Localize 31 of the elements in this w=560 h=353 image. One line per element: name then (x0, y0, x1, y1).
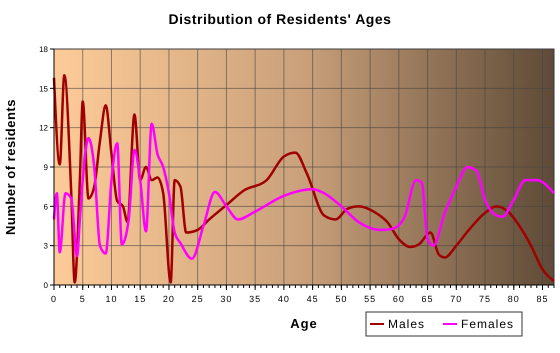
x-tick-label: 10 (105, 294, 118, 304)
x-tick-label: 85 (536, 294, 549, 304)
legend-label: Females (461, 317, 514, 331)
x-tick-label: 30 (220, 294, 232, 304)
x-tick-label: 70 (450, 294, 462, 304)
y-axis-title: Number of residents (3, 99, 18, 235)
x-tick-label: 20 (162, 294, 175, 304)
x-tick-label: 15 (134, 294, 146, 304)
y-tick-label: 18 (39, 45, 49, 54)
x-tick-label: 45 (306, 294, 319, 304)
x-axis-title: Age (290, 316, 318, 331)
x-tick-label: 55 (364, 294, 376, 304)
x-tick-label: 25 (192, 294, 204, 304)
x-tick-label: 75 (479, 294, 492, 304)
line-series (52, 122, 556, 260)
y-tick-label: 15 (39, 84, 49, 94)
y-tick-label: 9 (44, 163, 49, 172)
x-tick-label: 80 (508, 294, 520, 304)
y-tick-label: 12 (39, 124, 49, 133)
y-tick-label: 6 (44, 202, 49, 212)
x-tick-label: 40 (278, 294, 290, 304)
legend-label: Males (388, 317, 426, 331)
chart-title: Distribution of Residents' Ages (168, 11, 392, 27)
x-tick-label: 0 (50, 294, 58, 304)
x-tick-label: 65 (422, 294, 434, 304)
x-tick-label: 5 (80, 294, 86, 304)
y-tick-label: 0 (44, 281, 49, 290)
x-tick-label: 60 (392, 294, 405, 304)
x-tick-label: 50 (335, 294, 348, 304)
x-tick-label: 35 (249, 294, 262, 304)
y-tick-label: 3 (44, 242, 49, 251)
